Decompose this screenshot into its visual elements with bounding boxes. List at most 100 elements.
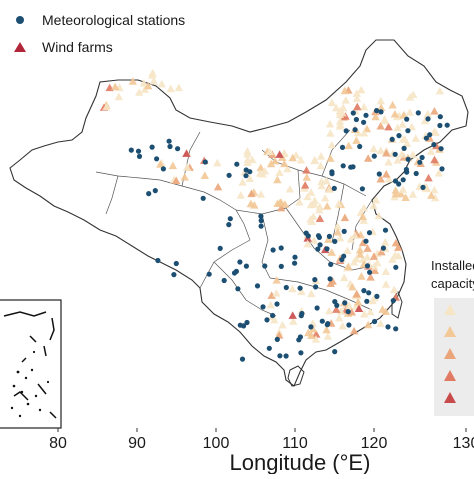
station-marker [258, 213, 264, 219]
station-marker [357, 143, 363, 150]
wind-farm-marker [349, 326, 359, 335]
wind-farm-marker [311, 335, 321, 343]
wind-farm-marker [353, 102, 362, 111]
station-marker [341, 253, 347, 259]
capacity-swatch [444, 370, 456, 381]
wind-farm-marker [352, 136, 361, 144]
station-marker [221, 277, 227, 284]
capacity-legend: Installed capacity [431, 258, 474, 416]
wind-farm-marker [434, 168, 444, 177]
wind-farm-marker [335, 233, 345, 242]
wind-farm-marker [295, 197, 304, 206]
station-marker [327, 276, 333, 282]
station-marker [277, 353, 283, 359]
wind-farm-marker [430, 193, 440, 202]
x-tick-label: 100 [203, 435, 230, 452]
station-marker [332, 349, 338, 355]
wind-farm-marker [358, 255, 368, 263]
station-marker [226, 222, 232, 228]
wind-farm-marker [265, 147, 274, 156]
station-marker [175, 146, 181, 152]
station-marker [173, 260, 179, 267]
station-marker [152, 188, 158, 194]
wind-farm-marker [325, 119, 335, 128]
wind-farm-marker [427, 191, 436, 199]
wind-farm-marker [366, 307, 375, 316]
wind-farm-marker [358, 238, 368, 247]
station-marker [154, 156, 160, 162]
wind-farm-marker [430, 107, 439, 115]
wind-farm-marker [245, 174, 255, 183]
station-marker [393, 264, 399, 270]
wind-farm-marker [283, 164, 292, 173]
wind-farm-marker [335, 120, 345, 128]
wind-farm-marker [373, 258, 382, 267]
station-marker [425, 116, 431, 122]
station-marker [364, 298, 370, 304]
station-marker [332, 238, 338, 244]
x-tick-label: 110 [282, 435, 308, 452]
wind-farm-marker [288, 153, 297, 162]
wind-farm-marker [333, 227, 342, 236]
station-marker [417, 159, 423, 165]
wind-farm-marker [332, 305, 341, 313]
wind-farm-marker [250, 201, 259, 209]
wind-farm-marker [256, 163, 265, 172]
station-marker [415, 110, 421, 116]
wind-farm-marker [344, 141, 353, 150]
wind-farm-marker [333, 222, 342, 230]
station-marker [227, 216, 233, 222]
capacity-legend-title-2: capacity [431, 276, 474, 291]
wind-farm-marker [300, 181, 310, 189]
wind-farm-marker [411, 134, 421, 142]
wind-farm-marker [285, 184, 295, 193]
wind-farm-marker [308, 324, 318, 333]
wind-farm-marker [355, 245, 365, 254]
wind-farm-marker [346, 235, 356, 243]
station-marker [283, 353, 289, 359]
capacity-swatch [444, 326, 456, 337]
station-marker [226, 172, 232, 178]
wind-farm-marker [260, 166, 270, 175]
wind-farm-marker [320, 193, 330, 202]
wind-farm-marker [322, 325, 331, 334]
station-marker [376, 171, 382, 177]
wind-farm-marker [394, 243, 403, 251]
station-marker [403, 166, 409, 173]
wind-farm-marker [332, 103, 341, 112]
wind-farm-marker [278, 320, 287, 329]
wind-farm-marker [334, 199, 343, 208]
station-marker [274, 301, 280, 307]
wind-farm-marker [376, 319, 385, 328]
wind-farm-marker [384, 157, 393, 166]
station-marker [419, 154, 425, 161]
x-tick-label: 120 [361, 435, 388, 452]
wind-farm-marker [422, 184, 431, 193]
wind-farm-marker [309, 200, 319, 208]
hainan-island [287, 365, 305, 387]
wind-farm-marker [388, 255, 397, 263]
capacity-swatch [444, 392, 456, 403]
wind-farm-marker [324, 185, 334, 193]
station-marker [361, 288, 367, 294]
wind-farm-marker [359, 102, 369, 111]
station-marker [319, 318, 325, 324]
station-marker [270, 312, 276, 319]
china-outline [9, 39, 469, 387]
wind-farm-marker [354, 304, 364, 313]
station-marker [401, 145, 407, 151]
station-marker [363, 112, 369, 118]
station-marker [262, 263, 268, 269]
station-marker [149, 144, 155, 150]
wind-farm-marker [270, 156, 280, 165]
wind-farm-marker [315, 214, 325, 223]
station-marker [297, 334, 303, 340]
wind-farm-marker [353, 297, 363, 306]
wind-farm-marker [338, 103, 348, 112]
wind-farm-marker [430, 127, 439, 136]
wind-farm-marker [389, 285, 399, 294]
wind-farm-marker [390, 109, 400, 118]
station-marker [371, 153, 377, 159]
station-marker [326, 233, 332, 239]
wind-farm-marker [200, 171, 210, 179]
